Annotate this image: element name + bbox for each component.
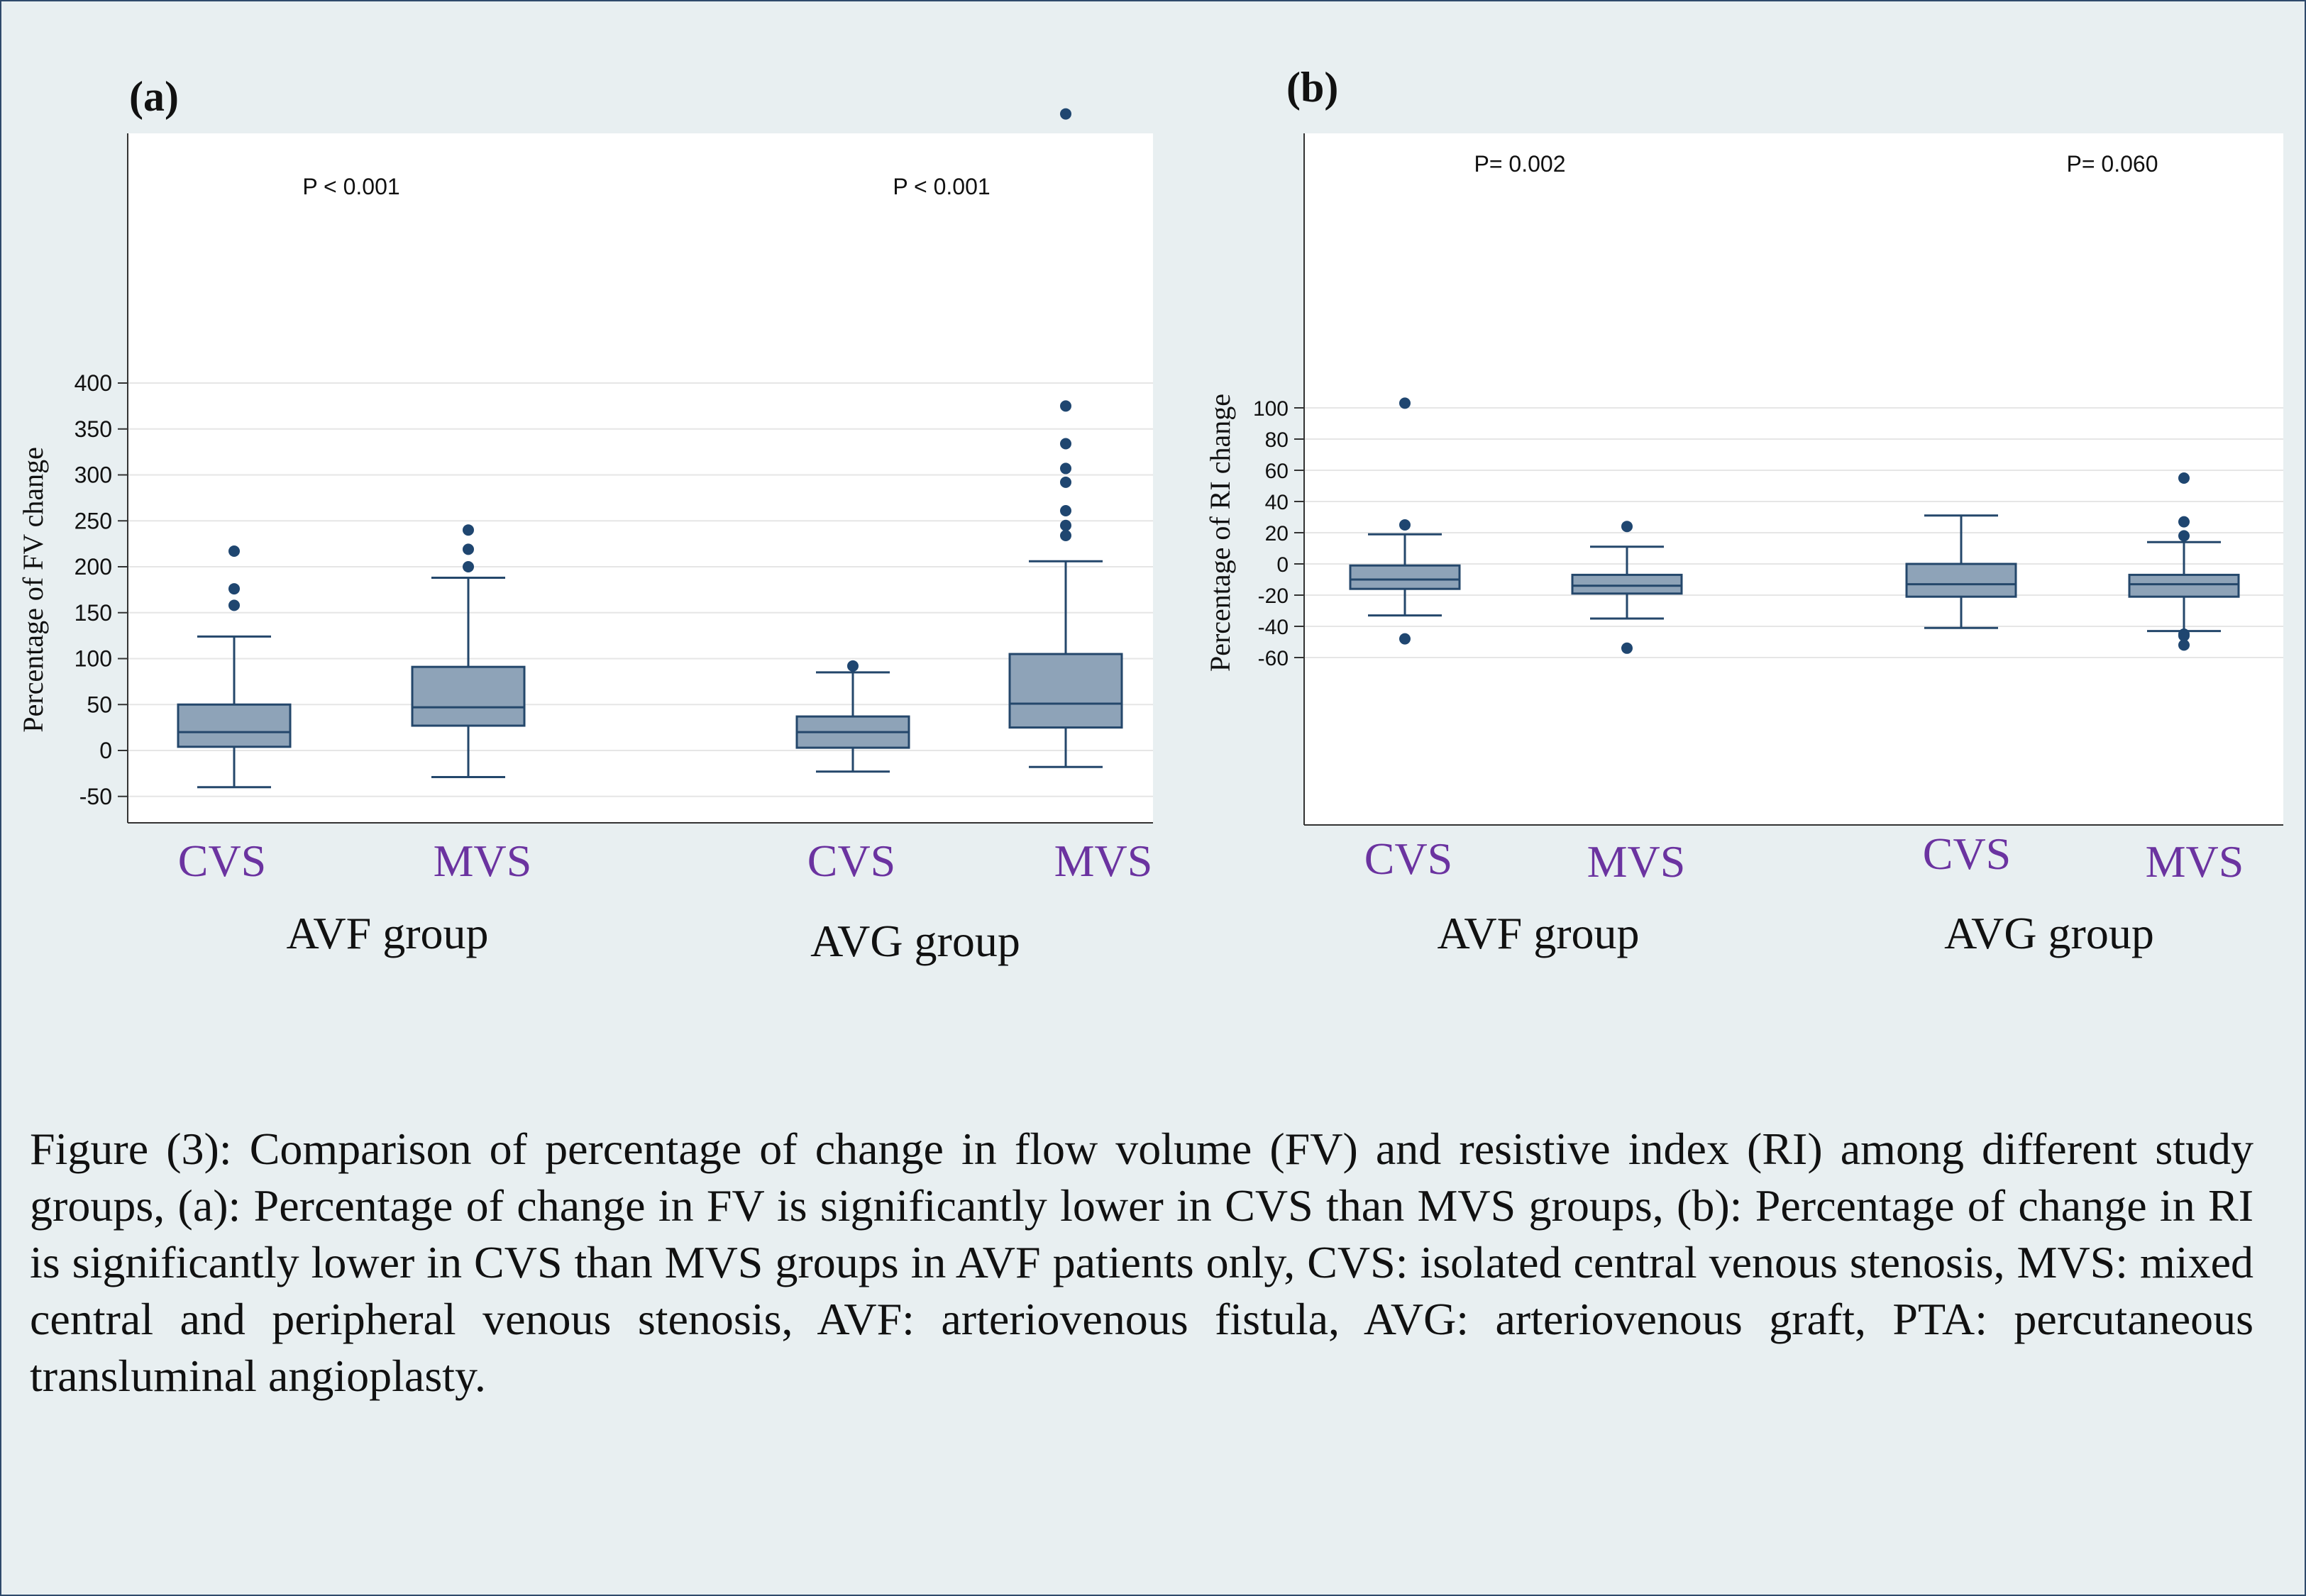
y-tick-label: 0 — [1276, 553, 1289, 577]
p-value-label: P= 0.060 — [2067, 151, 2158, 177]
y-tick-label: 100 — [75, 646, 112, 672]
y-tick-label: 50 — [87, 692, 112, 717]
panel-label: (a) — [129, 73, 179, 120]
outlier-point — [228, 583, 240, 595]
category-label: MVS — [2146, 836, 2244, 887]
box-iqr — [177, 703, 292, 748]
y-tick-label: 350 — [75, 416, 112, 442]
outlier-point — [1060, 438, 1071, 450]
outlier-point — [1621, 642, 1633, 654]
outlier-point — [463, 524, 474, 536]
outlier-point — [1399, 397, 1411, 409]
y-tick-label: 80 — [1265, 428, 1289, 452]
y-tick-label: 300 — [75, 462, 112, 488]
outlier-point — [2178, 630, 2190, 642]
y-tick-label: 40 — [1265, 491, 1289, 514]
outlier-point — [2178, 639, 2190, 651]
outlier-point — [1060, 108, 1071, 120]
plot-area — [1304, 133, 2283, 825]
outlier-point — [1399, 519, 1411, 531]
category-label: CVS — [807, 836, 896, 886]
outlier-point — [1060, 476, 1071, 488]
y-tick-label: 250 — [75, 508, 112, 533]
y-tick-label: 0 — [99, 738, 112, 763]
y-tick-label: -50 — [79, 784, 112, 809]
y-tick-label: -40 — [1258, 616, 1289, 639]
outlier-point — [1060, 400, 1071, 412]
plot-area — [128, 133, 1153, 823]
box-iqr — [1571, 573, 1683, 595]
category-label: CVS — [178, 836, 267, 886]
outlier-point — [2178, 530, 2190, 542]
outlier-point — [1060, 462, 1071, 475]
outlier-point — [2178, 472, 2190, 484]
outlier-point — [847, 660, 859, 672]
figure-caption: Figure (3): Comparison of percentage of … — [30, 1124, 2253, 1401]
category-label: MVS — [1054, 836, 1153, 886]
y-tick-label: -60 — [1258, 647, 1289, 670]
p-value-label: P < 0.001 — [893, 174, 990, 199]
category-label: MVS — [1587, 836, 1686, 887]
outlier-point — [1060, 505, 1071, 517]
group-label: AVF group — [1437, 908, 1639, 958]
y-tick-label: 100 — [1253, 397, 1289, 421]
outlier-point — [463, 561, 474, 572]
box-iqr — [1905, 563, 2017, 598]
outlier-point — [228, 599, 240, 611]
outlier-point — [1399, 633, 1411, 645]
panel-label: (b) — [1286, 64, 1338, 111]
outlier-point — [1060, 529, 1071, 541]
p-value-label: P= 0.002 — [1474, 151, 1566, 177]
y-tick-label: -20 — [1258, 584, 1289, 608]
box-iqr — [1008, 653, 1123, 729]
p-value-label: P < 0.001 — [302, 174, 399, 199]
box-iqr — [1349, 564, 1461, 590]
y-tick-label: 20 — [1265, 522, 1289, 545]
category-label: MVS — [434, 836, 532, 886]
outlier-point — [228, 545, 240, 557]
y-tick-label: 150 — [75, 600, 112, 626]
group-label: AVG group — [1944, 908, 2154, 958]
box-iqr — [2128, 573, 2240, 598]
y-tick-label: 400 — [75, 370, 112, 396]
y-tick-label: 200 — [75, 554, 112, 580]
y-axis-label: Percentage of RI change — [1204, 394, 1236, 672]
outlier-point — [2178, 516, 2190, 528]
group-label: AVG group — [810, 916, 1020, 966]
box-iqr — [411, 665, 526, 727]
y-axis-label: Percentage of FV change — [17, 447, 49, 732]
outlier-point — [463, 543, 474, 555]
y-tick-label: 60 — [1265, 460, 1289, 483]
group-label: AVF group — [286, 908, 488, 958]
outlier-point — [1060, 519, 1071, 531]
category-label: CVS — [1923, 829, 2012, 879]
outlier-point — [1621, 521, 1633, 533]
category-label: CVS — [1364, 833, 1453, 884]
